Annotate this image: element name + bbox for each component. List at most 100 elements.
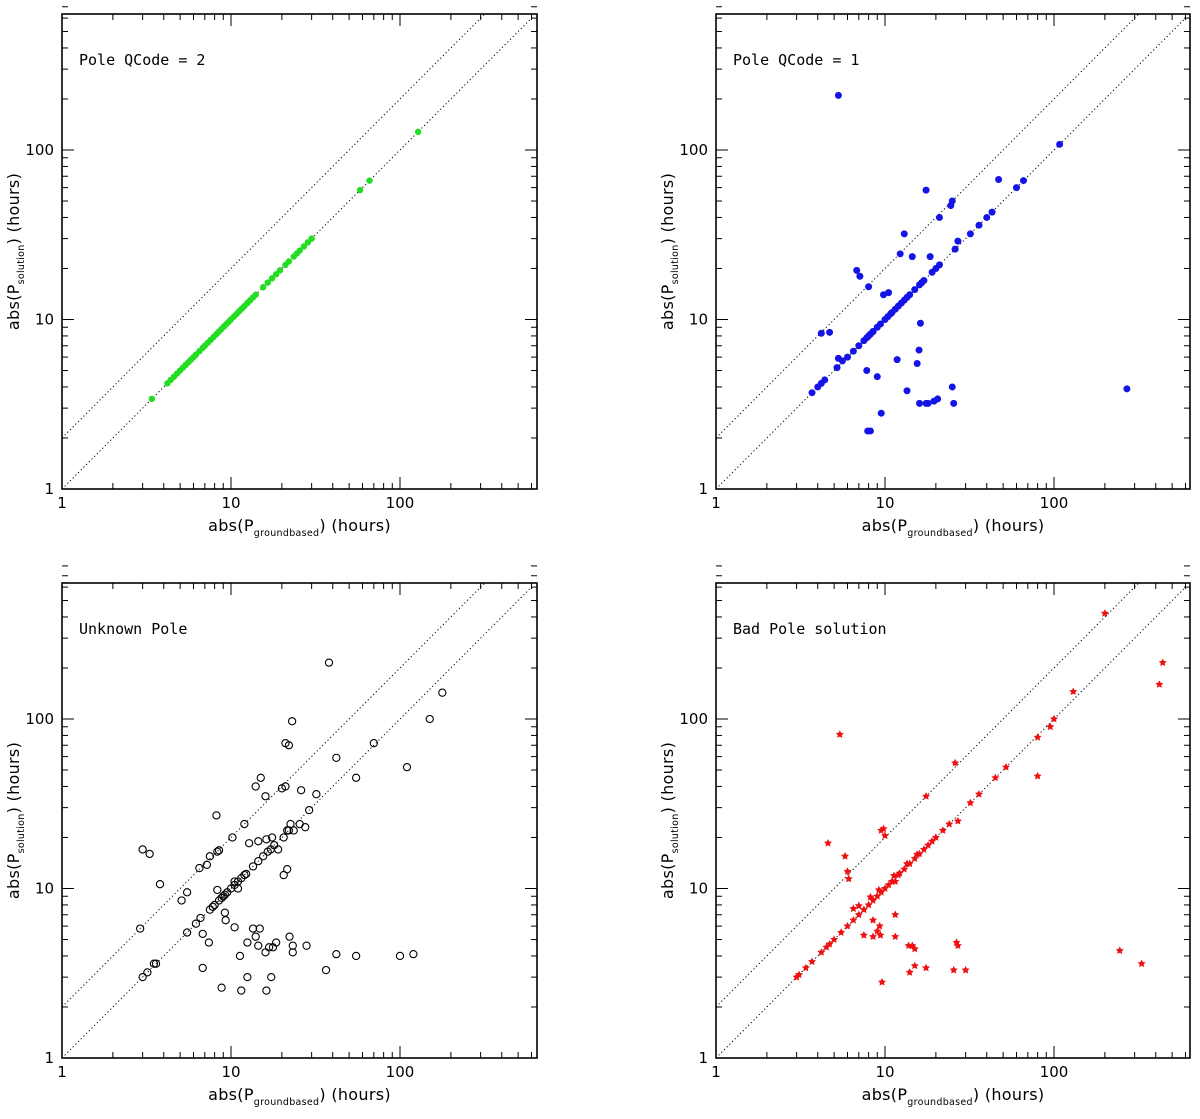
y-tick-label: 10	[689, 880, 708, 898]
data-point	[248, 924, 258, 933]
data-point	[877, 888, 886, 896]
data-point	[255, 924, 264, 933]
data-point	[877, 826, 886, 834]
x-tick-label: 100	[1040, 494, 1069, 512]
x-tick-label: 1	[57, 1063, 67, 1081]
plot-frame	[715, 13, 1191, 490]
data-point	[906, 291, 914, 299]
data-point	[205, 852, 215, 861]
data-point	[288, 948, 297, 957]
data-point	[910, 944, 919, 953]
panel-4: 1 10 100 1 10 100 abs(Pgroundbased) (hours) abs…	[658, 565, 1191, 1108]
data-point	[864, 900, 873, 909]
reference-line-y-equals-2x	[62, 583, 486, 1008]
data-point	[1046, 722, 1055, 731]
data-point	[259, 284, 267, 291]
data-point	[369, 739, 378, 748]
data-point	[279, 870, 288, 880]
data-point	[913, 850, 922, 858]
data-point	[205, 905, 215, 914]
panel-1: 1 10 100 1 10 100 abs(Pgroundbased) (hours) abs…	[4, 6, 538, 539]
data-point	[854, 901, 863, 910]
y-tick-label: 1	[698, 480, 708, 498]
data-point	[975, 221, 983, 229]
data-points	[148, 128, 422, 403]
reference-line-y-equals-2x	[62, 14, 486, 439]
data-point	[931, 833, 940, 841]
data-point	[878, 978, 886, 986]
data-point	[284, 741, 294, 750]
data-point	[1033, 771, 1042, 780]
data-point	[301, 823, 310, 832]
data-point	[240, 870, 249, 880]
data-point	[849, 904, 858, 913]
data-point	[853, 266, 861, 274]
data-points	[808, 91, 1131, 435]
data-point	[881, 884, 889, 892]
data-point	[875, 921, 884, 930]
data-point	[837, 928, 846, 936]
data-point	[135, 924, 145, 933]
data-point	[903, 859, 912, 868]
data-point	[288, 941, 297, 950]
data-point	[279, 833, 288, 842]
data-point	[866, 892, 875, 901]
y-axis-label: abs(Psolution) (hours)	[4, 742, 27, 899]
data-point	[143, 968, 152, 977]
data-point	[869, 932, 878, 941]
data-point	[821, 376, 829, 384]
data-point	[256, 773, 265, 782]
data-point	[242, 869, 251, 879]
data-point	[220, 908, 230, 917]
data-point	[151, 959, 161, 968]
data-point	[945, 819, 954, 828]
data-point	[869, 916, 878, 924]
data-point	[217, 983, 226, 992]
data-point	[324, 658, 334, 667]
data-point	[865, 283, 873, 291]
data-point	[881, 831, 889, 840]
data-point	[900, 230, 908, 238]
data-point	[1050, 714, 1058, 723]
data-point	[801, 963, 810, 972]
reference-line-y-equals-x	[716, 586, 1186, 1058]
x-tick-label: 1	[711, 1063, 721, 1081]
data-point	[196, 913, 205, 923]
data-point	[792, 972, 801, 981]
data-point	[908, 253, 916, 261]
data-point	[261, 948, 270, 957]
data-point	[177, 896, 186, 905]
plot-frame	[61, 582, 538, 1059]
data-point	[264, 279, 271, 286]
data-point	[230, 877, 239, 886]
data-point	[243, 972, 252, 982]
data-point	[267, 972, 276, 982]
data-point	[210, 900, 219, 910]
data-point	[879, 824, 888, 833]
data-point	[191, 919, 201, 928]
data-point	[951, 758, 960, 767]
y-tick-label: 100	[679, 710, 708, 728]
x-tick-label: 10	[221, 1063, 240, 1081]
data-point	[254, 856, 263, 866]
data-point	[1013, 184, 1021, 192]
data-point	[833, 364, 841, 372]
data-point	[808, 389, 816, 397]
data-point	[874, 885, 883, 894]
data-point	[252, 291, 259, 298]
data-point	[817, 948, 826, 956]
data-point	[259, 852, 268, 861]
data-point	[916, 319, 924, 327]
data-point	[304, 805, 314, 815]
data-point	[991, 773, 1000, 782]
data-point	[1115, 946, 1124, 955]
data-point	[876, 931, 885, 939]
data-point	[273, 845, 283, 854]
data-point	[854, 910, 863, 919]
x-tick-label: 1	[57, 494, 67, 512]
data-point	[285, 258, 293, 265]
data-point	[214, 896, 224, 905]
panel-title: Unknown Pole	[79, 620, 187, 638]
reference-line-y-equals-x	[62, 17, 532, 489]
